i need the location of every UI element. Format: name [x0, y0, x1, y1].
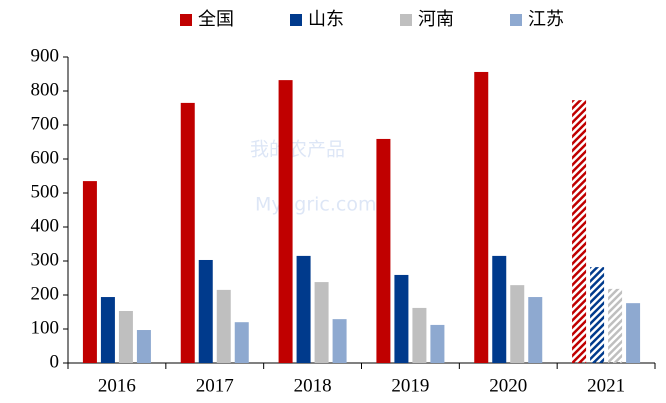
x-tick-label: 2016: [98, 375, 136, 396]
bar: [332, 319, 347, 363]
x-tick-label: 2017: [196, 375, 234, 396]
bar: [474, 71, 489, 364]
bar: [430, 324, 445, 363]
watermark: Myagric.com: [255, 194, 377, 216]
bar: [216, 289, 231, 363]
bar: [234, 322, 249, 363]
y-tick-label: 0: [50, 351, 60, 372]
bar: [198, 259, 213, 363]
y-tick-label: 400: [31, 215, 60, 236]
bar: [510, 285, 525, 363]
y-tick-label: 500: [31, 181, 60, 202]
legend-swatch: [290, 14, 302, 26]
legend-label: 江苏: [528, 9, 564, 29]
y-tick-label: 300: [31, 249, 60, 270]
bar: [492, 255, 507, 363]
y-tick-label: 800: [31, 79, 60, 100]
x-tick-label: 2018: [294, 375, 332, 396]
bar: [608, 288, 623, 363]
legend-label: 山东: [308, 9, 344, 29]
legend: 全国 山东 河南 江苏: [180, 9, 564, 29]
bar: [528, 297, 543, 363]
legend-swatch: [180, 14, 192, 26]
bar: [590, 267, 605, 363]
bar: [412, 307, 427, 363]
x-tick-label: 2019: [391, 375, 429, 396]
bar: [394, 274, 409, 363]
legend-swatch: [510, 14, 522, 26]
bar: [314, 282, 329, 363]
legend-swatch: [400, 14, 412, 26]
y-tick-label: 700: [31, 113, 60, 134]
bar: [278, 80, 293, 364]
bar: [82, 181, 97, 363]
y-tick-label: 200: [31, 283, 60, 304]
bar: [100, 297, 115, 363]
bar: [572, 100, 587, 364]
bar: [136, 330, 151, 363]
legend-label: 河南: [418, 9, 454, 29]
bar: [376, 138, 391, 363]
x-tick-label: 2021: [587, 375, 625, 396]
bar: [626, 303, 641, 363]
y-tick-label: 100: [31, 317, 60, 338]
y-tick-label: 600: [31, 147, 60, 168]
y-tick-label: 900: [31, 45, 60, 66]
watermark: 我的农产品: [250, 139, 345, 161]
bar: [118, 310, 133, 363]
bar: [180, 102, 195, 364]
x-tick-label: 2020: [489, 375, 527, 396]
bar: [296, 255, 311, 363]
legend-label: 全国: [198, 9, 234, 29]
